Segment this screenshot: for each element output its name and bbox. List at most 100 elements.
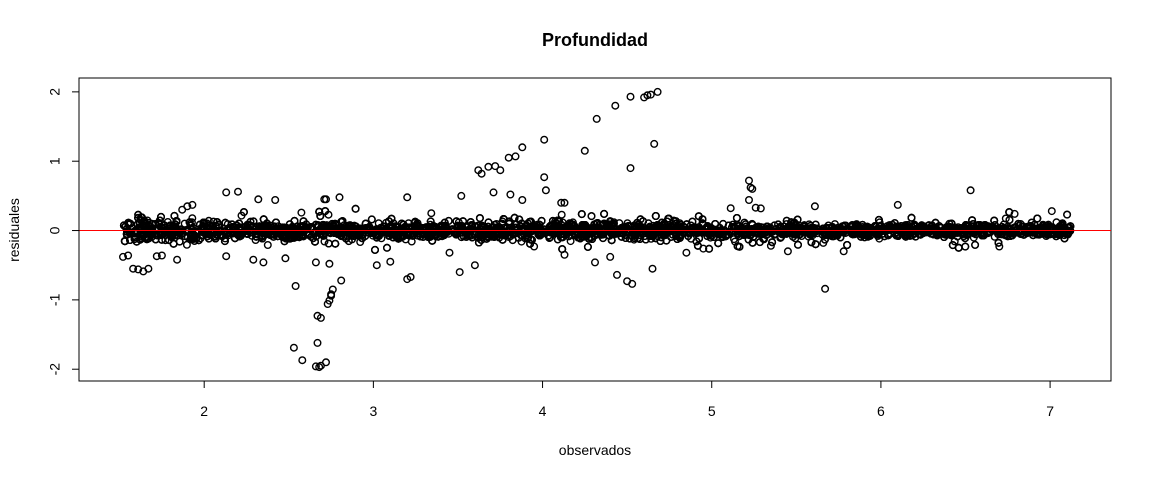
data-point <box>156 212 165 221</box>
data-point <box>337 230 346 239</box>
data-point <box>971 240 980 249</box>
data-point <box>557 210 566 219</box>
data-point <box>239 208 248 217</box>
data-point <box>510 213 519 222</box>
data-point <box>145 218 154 227</box>
data-point <box>213 218 222 227</box>
data-point <box>297 208 306 217</box>
data-point <box>858 220 867 229</box>
data-point <box>161 236 170 245</box>
data-point <box>458 224 467 233</box>
data-point <box>978 231 987 240</box>
data-point <box>155 220 164 229</box>
data-point <box>125 235 134 244</box>
data-point <box>732 213 741 222</box>
data-point <box>263 240 272 249</box>
data-point <box>583 242 592 251</box>
data-point <box>617 232 626 241</box>
data-point <box>587 212 596 221</box>
data-point <box>482 234 491 243</box>
data-point <box>320 237 329 246</box>
data-point <box>932 227 941 236</box>
data-point <box>588 234 597 243</box>
data-point <box>735 242 744 251</box>
data-point <box>387 214 396 223</box>
data-point <box>577 210 586 219</box>
data-point <box>193 229 202 238</box>
data-point <box>379 222 388 231</box>
data-point <box>1020 227 1029 236</box>
data-point <box>316 211 325 220</box>
data-point <box>221 218 230 227</box>
data-point <box>768 238 777 247</box>
data-point <box>273 232 282 241</box>
data-point <box>466 218 475 227</box>
data-point <box>230 234 239 243</box>
data-point <box>386 221 395 230</box>
data-point <box>311 229 320 238</box>
data-point <box>319 231 328 240</box>
data-point <box>208 222 217 231</box>
data-point <box>515 215 524 224</box>
data-point <box>211 221 220 230</box>
data-points <box>118 87 1075 372</box>
data-point <box>698 215 707 224</box>
data-point <box>566 237 575 246</box>
data-point <box>985 227 994 236</box>
data-point <box>170 228 179 237</box>
data-point <box>175 237 184 246</box>
data-point <box>428 236 437 245</box>
data-point <box>535 220 544 229</box>
data-point <box>367 215 376 224</box>
data-point <box>933 225 942 234</box>
data-point <box>806 221 815 230</box>
data-point <box>724 221 733 230</box>
data-point <box>705 244 714 253</box>
data-point <box>525 217 534 226</box>
data-point <box>364 223 373 232</box>
data-point <box>371 245 380 254</box>
data-point <box>807 238 816 247</box>
data-point <box>851 227 860 236</box>
data-point <box>218 232 227 241</box>
data-point <box>907 213 916 222</box>
data-point <box>355 230 364 239</box>
data-point <box>172 216 181 225</box>
data-point <box>793 215 802 224</box>
data-point <box>600 209 609 218</box>
data-point <box>427 209 436 218</box>
data-point <box>356 237 365 246</box>
data-point <box>411 217 420 226</box>
data-point <box>990 216 999 225</box>
data-point <box>185 218 194 227</box>
data-point <box>923 224 932 233</box>
data-point <box>537 216 546 225</box>
data-point <box>235 219 244 228</box>
data-point <box>680 225 689 234</box>
data-point <box>383 243 392 252</box>
data-point <box>311 237 320 246</box>
data-point <box>805 225 814 234</box>
data-point <box>651 211 660 220</box>
data-point <box>669 216 678 225</box>
data-point <box>1063 210 1072 219</box>
data-point <box>961 242 970 251</box>
data-point <box>401 227 410 236</box>
data-point <box>482 224 491 233</box>
data-point <box>811 240 820 249</box>
data-point <box>585 234 594 243</box>
data-point <box>911 232 920 241</box>
data-point <box>279 224 288 233</box>
data-point <box>994 238 1003 247</box>
chart-title: Profundidad <box>542 30 648 50</box>
data-point <box>857 232 866 241</box>
data-point <box>187 228 196 237</box>
data-point <box>290 216 299 225</box>
data-point <box>924 228 933 237</box>
data-point <box>607 236 616 245</box>
data-point <box>192 234 201 243</box>
data-point <box>182 240 191 249</box>
data-point <box>672 231 681 240</box>
data-point <box>535 224 544 233</box>
